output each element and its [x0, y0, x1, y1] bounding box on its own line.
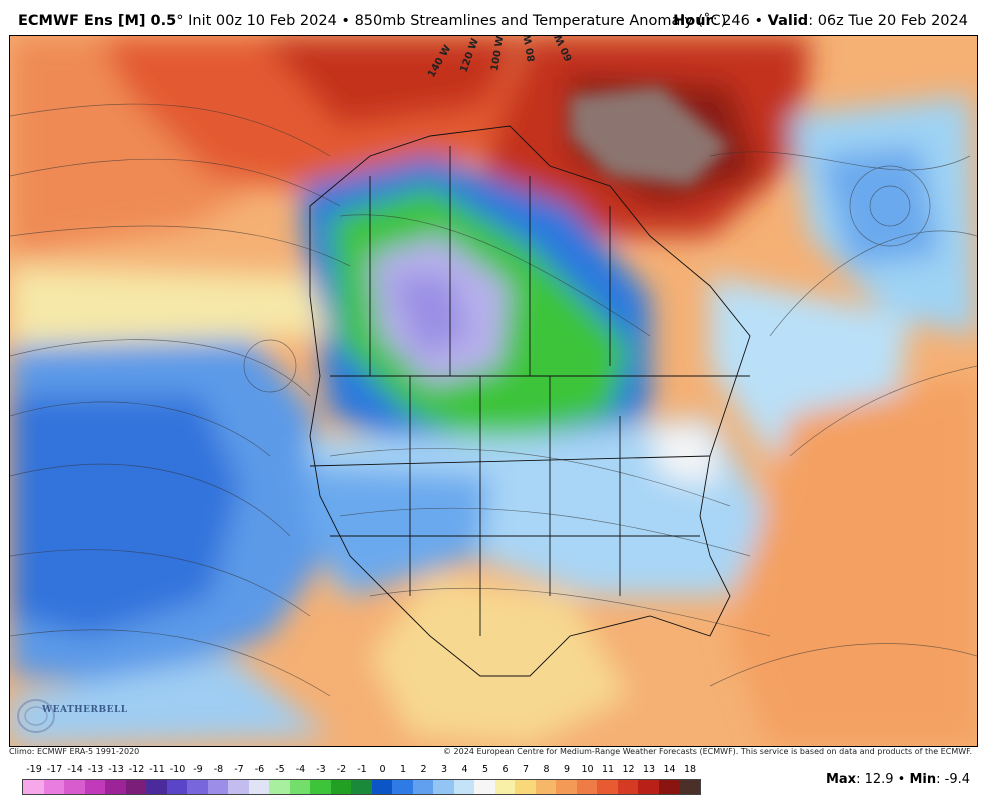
weatherbell-logo: WEATHERBELL — [14, 692, 127, 738]
copyright-note: © 2024 European Centre for Medium-Range … — [443, 747, 972, 756]
legend-tick-label: -4 — [295, 764, 306, 775]
legend-tick-label: 2 — [420, 764, 427, 775]
political-boundaries — [309, 125, 751, 677]
header-bar: ECMWF Ens [M] 0.5° Init 00z 10 Feb 2024 … — [0, 0, 984, 34]
legend-tick-label: 11 — [601, 764, 615, 775]
legend-tick-label: -5 — [275, 764, 285, 775]
legend-tick-label: -3 — [316, 764, 326, 775]
legend-swatch — [576, 780, 597, 794]
climo-note: Climo: ECMWF ERA-5 1991-2020 — [9, 747, 140, 756]
legend-tick-label: -14 — [67, 764, 83, 775]
legend-tick-label: -7 — [234, 764, 244, 775]
legend-tick-label: -8 — [213, 764, 224, 775]
legend-swatch — [617, 780, 638, 794]
legend-swatch — [84, 780, 105, 794]
legend-tick-label: 0 — [379, 764, 386, 775]
legend-tick-label: -11 — [149, 764, 165, 775]
valid-time: Hour: 246 • Valid: 06z Tue 20 Feb 2024 — [673, 13, 968, 29]
legend-swatch — [228, 780, 249, 794]
min-value: : -9.4 — [936, 772, 970, 787]
legend-swatch — [597, 780, 618, 794]
legend-swatch — [351, 780, 372, 794]
legend-swatch — [371, 780, 392, 794]
min-label: Min — [909, 772, 937, 787]
legend-swatch — [248, 780, 269, 794]
valid-value: : 06z Tue 20 Feb 2024 — [808, 13, 968, 29]
legend-swatch — [105, 780, 126, 794]
legend-tick-label: -6 — [254, 764, 265, 775]
legend-swatch — [535, 780, 556, 794]
legend-tick-label: -13 — [87, 764, 104, 775]
model-name: ECMWF Ens [M] 0.5 — [18, 13, 177, 29]
legend-swatch — [556, 780, 577, 794]
legend-tick-label: -19 — [26, 764, 42, 775]
degree-mark: ° — [176, 13, 184, 29]
legend-tick-label: -10 — [169, 764, 186, 775]
legend-tick-label: 13 — [642, 764, 656, 775]
legend-tick-label: -9 — [193, 764, 203, 775]
init-description: Init 00z 10 Feb 2024 • 850mb Streamlines… — [183, 13, 727, 29]
legend-tick-label: 18 — [683, 764, 697, 775]
legend-swatch — [679, 780, 700, 794]
legend-swatch — [269, 780, 290, 794]
legend-tick-label: -1 — [357, 764, 367, 775]
legend-swatch — [146, 780, 167, 794]
legend-swatch — [658, 780, 679, 794]
legend-swatch — [638, 780, 659, 794]
legend-swatch — [392, 780, 413, 794]
legend-swatch — [474, 780, 495, 794]
chart-title: ECMWF Ens [M] 0.5° Init 00z 10 Feb 2024 … — [18, 13, 726, 29]
legend-color-bar — [22, 779, 701, 795]
legend-swatch — [515, 780, 536, 794]
temperature-anomaly-field — [10, 36, 977, 746]
legend-tick-label: 10 — [581, 764, 594, 775]
legend-tick-label: 6 — [502, 764, 509, 775]
max-min-readout: Max: 12.9 • Min: -9.4 — [826, 772, 970, 787]
legend-tick-label: -17 — [46, 764, 63, 775]
legend-swatch — [433, 780, 454, 794]
max-value: : 12.9 • — [856, 772, 910, 787]
legend-tick-label: 3 — [440, 764, 448, 775]
legend-tick-label: 12 — [622, 764, 635, 775]
legend-tick-label: 1 — [399, 764, 407, 775]
hour-label: Hour — [673, 13, 713, 29]
hour-value: : 246 • — [712, 13, 768, 29]
legend-swatch — [43, 780, 64, 794]
legend-swatch — [23, 780, 44, 794]
color-legend: -19 -17 -14 -13 -13 -12 -11 -10 -9 -8 -7 -6 -5 -4 -3 -2… — [20, 764, 710, 795]
legend-tick-label: 9 — [563, 764, 571, 775]
legend-swatch — [453, 780, 474, 794]
max-label: Max — [825, 772, 857, 787]
legend-swatch — [412, 780, 433, 794]
legend-tick-label: 5 — [481, 764, 489, 775]
legend-tick-label: -2 — [336, 764, 347, 775]
legend-tick-label: 14 — [663, 764, 676, 775]
legend-tick-label: -13 — [108, 764, 124, 775]
legend-tick-label: 4 — [461, 764, 468, 775]
valid-label: Valid — [767, 13, 809, 29]
legend-swatch — [330, 780, 351, 794]
legend-swatch — [207, 780, 228, 794]
weather-map[interactable]: 140 W 120 W 100 W 80 W 60 W — [9, 35, 978, 747]
legend-tick-labels: -19 -17 -14 -13 -13 -12 -11 -10 -9 -8 -7 -6 -5 -4 -3 -2… — [20, 764, 710, 778]
logo-swirl-icon — [17, 699, 55, 733]
legend-tick-label: 7 — [522, 764, 530, 775]
legend-tick-label: -12 — [128, 764, 145, 775]
legend-tick-label: 8 — [543, 764, 550, 775]
streamlines — [10, 103, 977, 697]
legend-swatch — [187, 780, 208, 794]
legend-swatch — [64, 780, 85, 794]
logo-text: WEATHERBELL — [42, 705, 128, 715]
legend-swatch — [494, 780, 515, 794]
legend-swatch — [310, 780, 331, 794]
legend-swatch — [166, 780, 187, 794]
legend-swatch — [125, 780, 146, 794]
legend-swatch — [289, 780, 310, 794]
